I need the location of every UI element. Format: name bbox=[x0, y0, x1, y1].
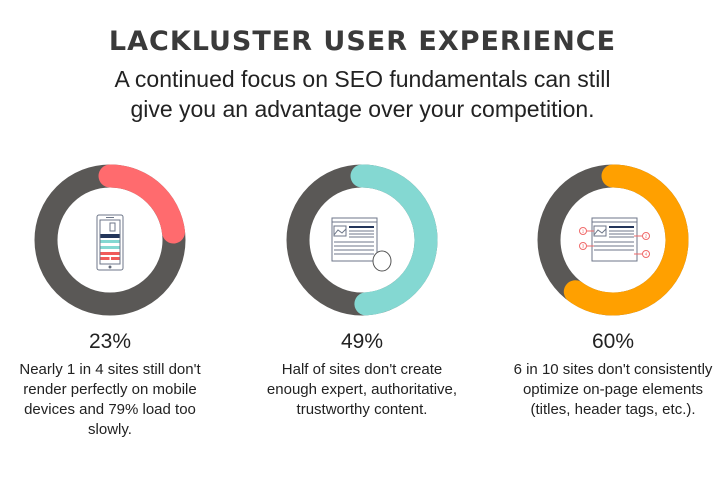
donut-arc bbox=[286, 164, 438, 316]
stat-content: 49% Half of sites don't create enough ex… bbox=[257, 160, 467, 420]
page-subtitle: A continued focus on SEO fundamentals ca… bbox=[0, 64, 725, 124]
page-title: LACKLUSTER USER EXPERIENCE bbox=[108, 26, 617, 57]
donut-arc bbox=[537, 164, 689, 316]
stat-onpage: 1 2 3 4 60% 6 in 10 sites don't consiste… bbox=[508, 160, 718, 420]
mobile-phone-icon bbox=[96, 214, 124, 271]
stat-percentage: 49% bbox=[340, 330, 384, 353]
callout-number: 1 bbox=[582, 229, 585, 234]
stat-mobile: 23% Nearly 1 in 4 sites still don't rend… bbox=[5, 160, 215, 440]
callout-number: 2 bbox=[645, 234, 648, 239]
webpage-elements-icon: 1 2 3 4 bbox=[579, 217, 650, 262]
callout-number: 4 bbox=[645, 252, 648, 257]
donut-chart-1 bbox=[34, 164, 186, 316]
subtitle-line-1: A continued focus on SEO fundamentals ca… bbox=[114, 66, 611, 92]
callout-number: 3 bbox=[582, 244, 585, 249]
stat-percentage: 23% bbox=[88, 330, 132, 353]
donut-chart-2 bbox=[286, 164, 438, 316]
subtitle-line-2: give you an advantage over your competit… bbox=[130, 96, 595, 122]
stat-description: Half of sites don't create enough expert… bbox=[266, 361, 458, 418]
donut-arc bbox=[34, 164, 186, 316]
stat-description: 6 in 10 sites don't consistently optimiz… bbox=[513, 361, 713, 418]
donut-chart-3: 1 2 3 4 bbox=[537, 164, 689, 316]
stat-description: Nearly 1 in 4 sites still don't render p… bbox=[19, 361, 201, 438]
stat-percentage: 60% bbox=[591, 330, 635, 353]
webpage-magnifier-icon bbox=[331, 217, 392, 272]
